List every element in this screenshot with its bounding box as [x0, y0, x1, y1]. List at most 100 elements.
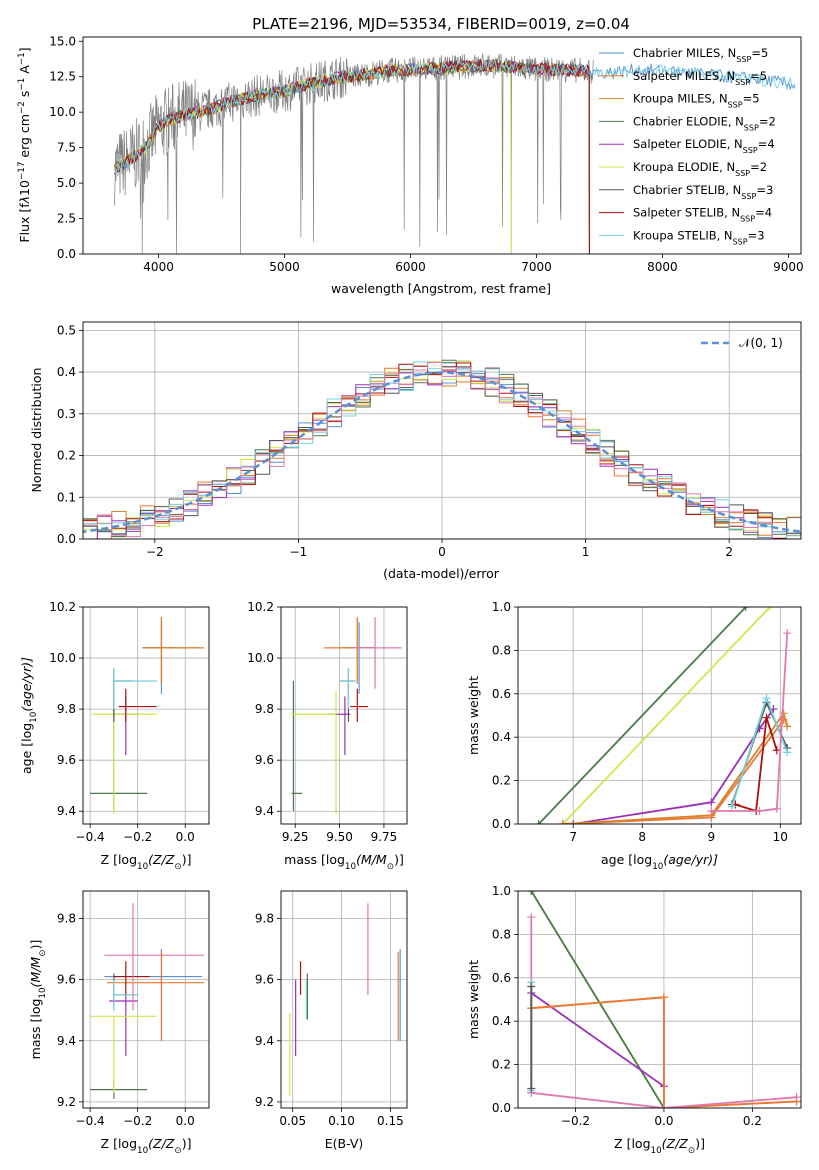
weight-line	[531, 996, 797, 1108]
grid	[518, 890, 801, 1109]
grid	[281, 891, 407, 1108]
weight-marker	[783, 748, 792, 757]
axes: 9.25 9.50 9.75 9.4 9.6 9.8 10.0 10.2	[247, 600, 408, 844]
y-axis-label: Flux [fλ10−17 erg cm−2 s−1 A−1]	[17, 47, 32, 242]
axes-frame	[82, 606, 210, 825]
x-tick-label: 9.25	[282, 830, 309, 844]
y-tick-label: 1.0	[492, 884, 511, 898]
x-tick-label: −2	[146, 545, 164, 559]
y-tick-label: 0.0	[492, 1101, 511, 1115]
axes-frame	[82, 321, 802, 540]
y-tick-label: 0.1	[57, 490, 76, 504]
grid	[83, 606, 209, 824]
y-tick-label: 9.2	[57, 1095, 76, 1109]
y-tick-label: 9.2	[255, 1095, 274, 1109]
x-tick-label: 8000	[647, 260, 678, 274]
panel-age-vs-mass: 9.25 9.50 9.75 9.4 9.6 9.8 10.0 10.2 mass [log10…	[247, 600, 408, 872]
y-tick-label: 7.5	[57, 141, 76, 155]
weight-marker	[755, 806, 764, 815]
y-tick-label: 0.6	[492, 971, 511, 985]
y-tick-label: 10.2	[247, 600, 274, 614]
x-tick-label: 1	[582, 545, 590, 559]
weight-marker	[765, 607, 774, 611]
x-tick-label: −0.2	[123, 1114, 152, 1128]
x-axis-label: E(B-V)	[325, 1136, 364, 1151]
x-tick-label: 9000	[773, 260, 804, 274]
y-tick-label: 9.6	[57, 753, 76, 767]
y-tick-label: 9.6	[255, 973, 274, 987]
y-tick-label: 10.0	[247, 651, 274, 665]
axes-frame	[517, 890, 802, 1109]
y-axis-label: mass weight	[466, 960, 481, 1039]
panel-mass-weight-vs-Z: −0.2 0.0 0.2 0.0 0.2 0.4 0.6 0.8 1.0 Z [log10(Z/Z…	[466, 884, 802, 1156]
x-tick-label: 9	[707, 830, 715, 844]
weight-marker	[534, 820, 543, 824]
y-tick-label: 0.8	[492, 643, 511, 657]
plot-area	[83, 359, 801, 539]
grid	[281, 606, 407, 824]
y-tick-label: 9.4	[255, 1034, 274, 1048]
y-tick-label: 9.8	[255, 702, 274, 716]
x-tick-label: −0.2	[561, 1114, 590, 1128]
model-spectrum	[114, 59, 796, 174]
legend-label: Kroupa STELIB, NSSP=3	[633, 228, 765, 246]
model-spectrum	[114, 60, 796, 170]
y-tick-label: 1.0	[492, 600, 511, 614]
y-tick-label: 0.6	[492, 687, 511, 701]
y-tick-label: 2.5	[57, 212, 76, 226]
y-tick-label: 0.8	[492, 927, 511, 941]
weight-line	[538, 607, 747, 824]
model-spectrum	[114, 60, 512, 254]
x-tick-label: 0.15	[377, 1114, 404, 1128]
weight-line	[531, 1091, 797, 1108]
weight-marker	[558, 820, 567, 824]
x-tick-label: 0.05	[279, 1114, 306, 1128]
panel-spectrum: 4000 5000 6000 7000 8000 9000 0.0 2.5 5.0 7.5 10.0…	[17, 34, 804, 296]
weight-marker	[527, 1084, 536, 1093]
x-tick-label: 8	[638, 830, 646, 844]
weight-line	[530, 992, 665, 1088]
legend-label: Salpeter STELIB, NSSP=4	[633, 206, 772, 224]
y-tick-label: 10.0	[49, 651, 76, 665]
x-tick-label: 5000	[269, 260, 300, 274]
x-axis-label: (data-model)/error	[383, 566, 500, 581]
weight-marker	[527, 982, 536, 991]
x-tick-label: 0.10	[328, 1114, 355, 1128]
weight-marker	[659, 1104, 668, 1108]
axes: 7 8 9 10 0.0 0.2 0.4 0.6 0.8 1.0	[492, 600, 802, 844]
legend-label: Chabrier MILES, NSSP=5	[633, 46, 768, 64]
y-tick-label: 0.3	[57, 407, 76, 421]
weight-line	[562, 712, 789, 824]
legend-label: 𝒩(0, 1)	[739, 336, 783, 350]
plot-area	[527, 891, 801, 1108]
x-axis-label: Z [log10(Z/Z⊙)]	[101, 1136, 192, 1156]
axes: 4000 5000 6000 7000 8000 9000 0.0 2.5 5.0 7.5 10.0…	[49, 34, 803, 274]
weight-marker	[762, 713, 771, 722]
weight-marker	[779, 709, 788, 718]
weight-marker	[659, 993, 668, 1002]
plot-area	[534, 607, 792, 824]
plot-area	[114, 53, 796, 254]
x-tick-label: 9.50	[326, 830, 353, 844]
x-tick-label: −1	[290, 545, 308, 559]
figure-title: PLATE=2196, MJD=53534, FIBERID=0019, z=0…	[252, 15, 630, 33]
y-tick-label: 0.5	[57, 323, 76, 337]
weight-line	[735, 716, 778, 812]
y-axis-label: Normed distribution	[29, 368, 44, 493]
panel-age-vs-Z: −0.4 −0.2 0.0 9.4 9.6 9.8 10.0 10.2 Z [log10(Z/Z…	[19, 600, 210, 872]
weight-marker	[569, 820, 578, 824]
axes-frame	[82, 36, 802, 255]
y-tick-label: 0.4	[492, 1014, 511, 1028]
y-tick-label: 0.4	[57, 365, 76, 379]
y-tick-label: 9.6	[57, 973, 76, 987]
x-tick-label: 0.0	[176, 830, 195, 844]
axes: −0.4 −0.2 0.0 9.4 9.6 9.8 10.0 10.2	[49, 600, 210, 844]
x-tick-label: 0.0	[176, 1114, 195, 1128]
legend-label: Salpeter ELODIE, NSSP=4	[633, 137, 775, 155]
axes-frame	[82, 890, 210, 1109]
data-spectrum	[114, 53, 594, 254]
y-tick-label: 0.0	[57, 247, 76, 261]
y-axis-label: age [log10(age/yr)]	[19, 657, 39, 774]
y-tick-label: 9.6	[255, 753, 274, 767]
